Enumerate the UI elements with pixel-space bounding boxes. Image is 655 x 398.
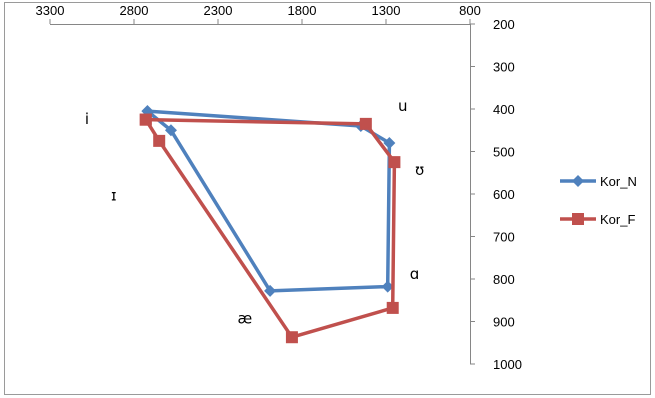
data-point-Kor_N [164,124,177,137]
vowel-label: ɪ [111,186,117,204]
y-tick-label: 500 [493,145,515,160]
vowel-label: i [85,110,89,128]
x-tick-label: 3300 [36,3,65,18]
y-tick-label: 900 [493,315,515,330]
data-point-Kor_F [388,156,401,169]
y-tick-label: 700 [493,230,515,245]
vowel-label: ʊ [415,161,424,179]
series-line-Kor_N [146,109,392,293]
chart-frame: 3300 2800 2300 1800 1300 800 200 300 400 500 600 70… [4,2,651,395]
legend-label-Kor_F: Kor_F [600,212,635,227]
data-point-Kor_N [383,137,396,149]
data-point-Kor_F [359,117,372,130]
x-tick-label: 1300 [372,3,401,18]
x-tick-label: 1800 [288,3,317,18]
legend-label-Kor_N: Kor_N [600,174,637,189]
vowel-label: ɑ [410,265,420,283]
y-tick-label: 400 [493,102,515,117]
legend-marker-Kor_F [572,213,584,225]
y-tick-label: 1000 [493,357,522,372]
data-point-Kor_N [381,280,394,293]
data-point-Kor_F [139,113,152,126]
data-point-Kor_N [264,284,277,297]
legend-marker-Kor_N [572,175,584,187]
y-tick-label: 600 [493,187,515,202]
vowel-label: æ [238,310,253,328]
y-tick-label: 800 [493,272,515,287]
x-tick-label: 800 [459,3,481,18]
data-point-Kor_F [285,331,298,344]
vowel-label: u [398,97,408,115]
data-point-Kor_F [153,134,166,147]
data-point-Kor_F [386,301,399,314]
x-tick-label: 2800 [120,3,149,18]
y-tick-label: 200 [493,17,515,32]
y-tick-label: 300 [493,60,515,75]
x-tick-label: 2300 [204,3,233,18]
vowel-chart: 3300 2800 2300 1800 1300 800 200 300 400 500 600 70… [36,3,637,372]
